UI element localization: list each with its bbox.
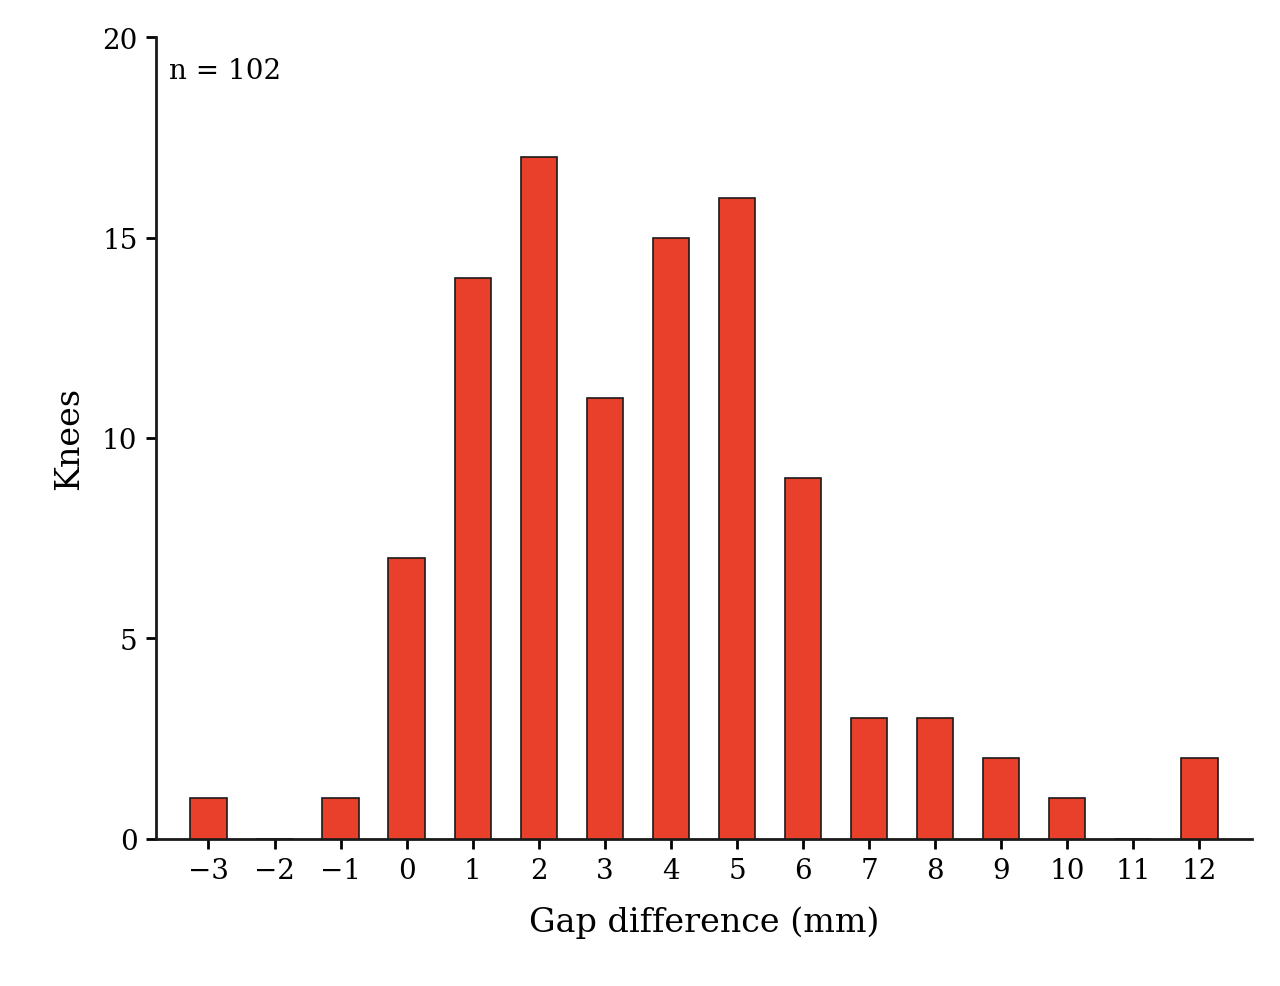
- Bar: [653, 239, 689, 839]
- Bar: [191, 799, 227, 839]
- Bar: [916, 719, 954, 839]
- Bar: [521, 159, 557, 839]
- Bar: [983, 758, 1019, 839]
- Bar: [719, 198, 755, 839]
- Bar: [851, 719, 887, 839]
- Bar: [323, 799, 358, 839]
- Bar: [388, 558, 425, 839]
- Text: n = 102: n = 102: [169, 58, 280, 85]
- Y-axis label: Knees: Knees: [54, 387, 86, 490]
- Bar: [454, 278, 490, 839]
- Bar: [785, 478, 822, 839]
- Bar: [1181, 758, 1217, 839]
- Bar: [1050, 799, 1085, 839]
- X-axis label: Gap difference (mm): Gap difference (mm): [529, 906, 879, 939]
- Bar: [586, 398, 623, 839]
